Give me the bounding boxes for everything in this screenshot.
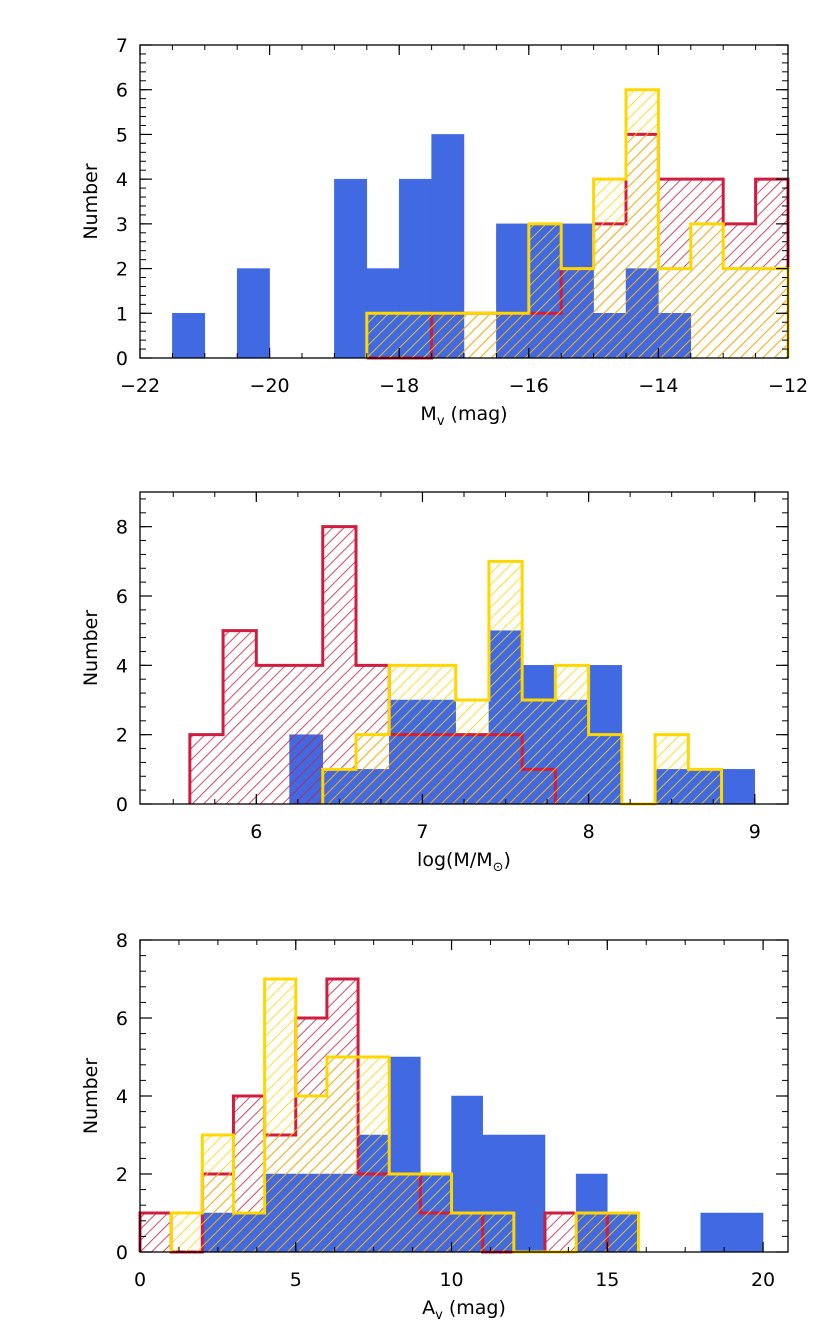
x-axis-label: log(M/M⊙) — [417, 849, 511, 875]
yellow-hatch-bar — [723, 268, 756, 358]
yellow-hatch-bar — [399, 313, 432, 358]
yellow-hatch-bar — [233, 1213, 265, 1252]
yellow-hatch-bar — [690, 223, 724, 358]
yellow-hatch-bar — [482, 1213, 514, 1252]
x-tick-label: 0 — [134, 1269, 146, 1291]
x-tick-label: −12 — [768, 375, 808, 397]
x-tick-label: −22 — [120, 375, 160, 397]
yellow-hatch-bar — [366, 313, 400, 358]
yellow-hatch-bar — [451, 1213, 483, 1252]
yellow-hatch-bar — [264, 979, 296, 1252]
yellow-hatch-bar — [171, 1213, 203, 1252]
yellow-hatch-bar — [528, 223, 562, 358]
y-tick-label: 4 — [116, 169, 128, 191]
y-tick-label: 2 — [116, 725, 128, 747]
red-hatch-bar — [322, 526, 356, 804]
yellow-histogram — [321, 559, 724, 806]
x-tick-label: 9 — [749, 821, 761, 843]
yellow-hatch-bar — [295, 1096, 327, 1252]
yellow-hatch-bar — [588, 734, 622, 804]
x-tick-label: 7 — [416, 821, 428, 843]
yellow-hatch-bar — [496, 313, 529, 358]
blue-bar — [731, 1212, 764, 1253]
y-tick-label: 2 — [116, 259, 128, 281]
yellow-hatch-bar — [356, 734, 390, 804]
x-tick-label: 15 — [595, 1269, 619, 1291]
blue-bar — [513, 1134, 546, 1253]
yellow-hatch-bar — [431, 313, 464, 358]
y-tick-label: 0 — [116, 794, 128, 816]
yellow-hatch-bar — [326, 1057, 359, 1252]
x-tick-label: 5 — [290, 1269, 302, 1291]
y-tick-label: 3 — [116, 214, 128, 236]
panel-3: 0 5 10 15 20 0 2 4 6 8 Av (mag) Number — [80, 930, 789, 1323]
yellow-hatch-bar — [455, 700, 489, 804]
yellow-hatch-bar — [464, 313, 497, 358]
y-axis-label: Number — [80, 610, 102, 687]
y-tick-label: 4 — [116, 655, 128, 677]
x-tick-label: −20 — [250, 375, 290, 397]
yellow-hatch-bar — [555, 665, 589, 804]
yellow-hatch-bar — [522, 700, 556, 804]
yellow-histogram — [365, 88, 790, 358]
panel-2: 6 7 8 9 0 2 4 6 8 log(M/M⊙) Number — [80, 491, 789, 875]
y-tick-label: 7 — [116, 35, 128, 57]
x-tick-label: 6 — [250, 821, 262, 843]
panels: −22 −20 −18 −16 −14 −12 0 1 2 3 4 5 6 7 Mv (mag) Number… — [80, 35, 808, 1323]
y-tick-label: 1 — [116, 303, 128, 325]
x-tick-label: 8 — [583, 821, 595, 843]
yellow-hatch-bar — [593, 179, 626, 358]
red-hatch-bar — [289, 665, 323, 804]
yellow-hatch-bar — [389, 1174, 421, 1252]
yellow-hatch-bar — [688, 769, 722, 804]
y-tick-label: 4 — [116, 1086, 128, 1108]
x-tick-label: 10 — [439, 1269, 463, 1291]
yellow-hatch-bar — [576, 1213, 608, 1252]
yellow-hatch-bar — [607, 1213, 639, 1252]
red-hatch-bar — [223, 630, 257, 804]
yellow-hatch-bar — [626, 89, 659, 358]
blue-bar — [236, 268, 270, 359]
y-tick-label: 0 — [116, 1242, 128, 1264]
yellow-hatch-bar — [358, 1057, 390, 1252]
blue-bar — [700, 1212, 733, 1253]
blue-bar — [334, 178, 368, 359]
y-tick-label: 8 — [116, 517, 128, 539]
y-tick-label: 8 — [116, 930, 128, 952]
y-tick-label: 6 — [116, 586, 128, 608]
y-tick-label: 6 — [116, 1008, 128, 1030]
yellow-outline — [321, 559, 724, 806]
yellow-hatch-bar — [561, 268, 594, 358]
yellow-hatch-bar — [658, 268, 691, 358]
y-axis-label: Number — [80, 163, 102, 240]
x-tick-label: −18 — [379, 375, 419, 397]
yellow-hatch-bar — [655, 734, 689, 804]
x-tick-label: −14 — [638, 375, 678, 397]
red-hatch-bar — [140, 1213, 172, 1252]
panel-1: −22 −20 −18 −16 −14 −12 0 1 2 3 4 5 6 7 Mv (mag) Number — [80, 35, 808, 429]
red-hatch-bar — [256, 665, 290, 804]
yellow-hatch-bar — [488, 561, 523, 804]
y-tick-label: 0 — [116, 348, 128, 370]
yellow-hatch-bar — [420, 1174, 452, 1252]
blue-bar — [721, 769, 756, 805]
red-hatch-bar — [545, 1213, 577, 1252]
red-hatch-bar — [189, 734, 224, 804]
x-tick-label: 20 — [751, 1269, 775, 1291]
yellow-hatch-bar — [322, 769, 356, 804]
yellow-hatch-bar — [389, 665, 423, 804]
y-axis-label: Number — [80, 1058, 102, 1135]
blue-bar — [172, 313, 206, 359]
x-axis-label: Mv (mag) — [420, 403, 507, 429]
yellow-hatch-bar — [422, 665, 456, 804]
x-tick-label: −16 — [509, 375, 549, 397]
x-axis-label: Av (mag) — [422, 1297, 506, 1323]
yellow-hatch-bar — [202, 1135, 234, 1252]
y-tick-label: 2 — [116, 1164, 128, 1186]
yellow-outline — [365, 88, 790, 358]
y-tick-label: 5 — [116, 124, 128, 146]
yellow-histogram — [169, 977, 640, 1254]
y-tick-label: 6 — [116, 80, 128, 102]
